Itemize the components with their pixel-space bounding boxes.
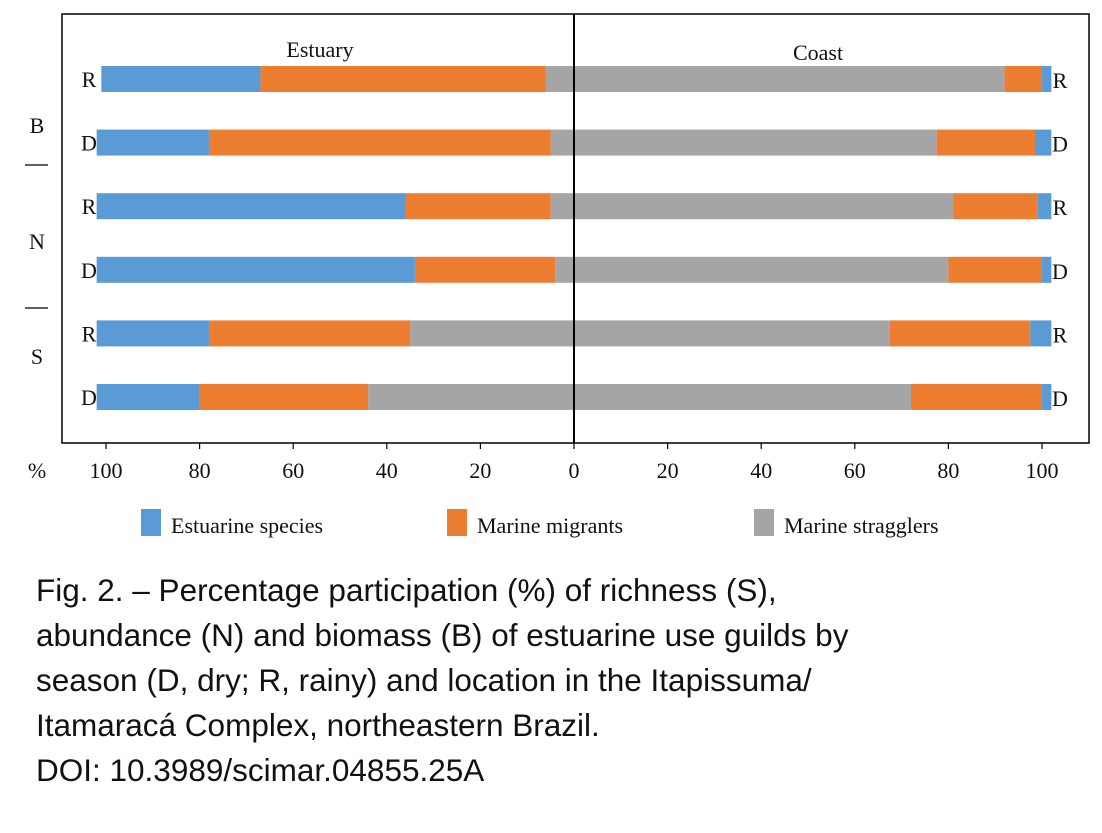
legend-label-estuarine-species: Estuarine species bbox=[171, 513, 323, 538]
bar-coast-n-d-marine-migrants bbox=[948, 256, 1042, 283]
x-tick-label-right-80: 80 bbox=[937, 458, 959, 483]
caption-line-1: Fig. 2. – Percentage participation (%) o… bbox=[36, 572, 777, 608]
season-label-right-2: R bbox=[1053, 195, 1068, 220]
caption-line-5: DOI: 10.3989/scimar.04855.25A bbox=[36, 752, 485, 788]
bar-coast-b-r-marine-stragglers bbox=[574, 66, 1005, 92]
bar-coast-b-d-estuarine-species bbox=[1034, 129, 1052, 156]
bar-estuary-n-d-marine-stragglers bbox=[555, 256, 574, 283]
bar-coast-n-d-estuarine-species bbox=[1042, 256, 1052, 283]
bar-estuary-n-r-marine-stragglers bbox=[550, 193, 574, 220]
season-label-left-4: R bbox=[82, 321, 97, 346]
bar-coast-n-r-marine-stragglers bbox=[574, 193, 954, 220]
x-tick-label-left-20: 20 bbox=[469, 458, 491, 483]
bar-estuary-b-d-estuarine-species bbox=[96, 129, 209, 156]
x-tick-label-left-80: 80 bbox=[189, 458, 211, 483]
x-tick-label-left-100: 100 bbox=[90, 458, 123, 483]
bar-estuary-s-r-marine-stragglers bbox=[410, 320, 574, 347]
bar-coast-s-d-marine-stragglers bbox=[574, 384, 911, 410]
season-label-right-3: D bbox=[1052, 259, 1068, 284]
x-tick-label-left-60: 60 bbox=[282, 458, 304, 483]
bar-coast-s-r-marine-stragglers bbox=[574, 320, 890, 347]
legend-label-marine-migrants: Marine migrants bbox=[477, 513, 623, 538]
caption-line-3: season (D, dry; R, rainy) and location i… bbox=[36, 662, 812, 698]
bar-coast-b-r-estuarine-species bbox=[1042, 66, 1052, 92]
bar-estuary-b-r-marine-stragglers bbox=[545, 66, 574, 92]
x-tick-label-right-40: 40 bbox=[750, 458, 772, 483]
bar-coast-n-r-estuarine-species bbox=[1037, 193, 1052, 220]
panel-title-coast: Coast bbox=[793, 40, 843, 65]
bar-estuary-s-r-estuarine-species bbox=[96, 320, 209, 347]
bar-coast-n-d-marine-stragglers bbox=[574, 256, 949, 283]
x-tick-label-right-60: 60 bbox=[844, 458, 866, 483]
bar-estuary-b-d-marine-migrants bbox=[208, 129, 551, 156]
bar-estuary-s-d-marine-migrants bbox=[199, 384, 369, 410]
bar-coast-n-r-marine-migrants bbox=[953, 193, 1038, 220]
bar-estuary-s-d-marine-stragglers bbox=[368, 384, 574, 410]
bar-coast-b-d-marine-migrants bbox=[936, 129, 1035, 156]
chart: R R D D R R D D R R D D Estuary Coast B N S 0 20 20 40 40 60 60… bbox=[25, 13, 1090, 538]
bar-estuary-s-r-marine-migrants bbox=[208, 320, 411, 347]
season-label-right-1: D bbox=[1052, 132, 1068, 157]
legend-swatch-marine-stragglers bbox=[754, 509, 774, 536]
bar-estuary-n-r-estuarine-species bbox=[96, 193, 406, 220]
caption-line-4: Itamaracá Complex, northeastern Brazil. bbox=[36, 707, 600, 743]
x-tick-label-right-20: 20 bbox=[657, 458, 679, 483]
bar-coast-b-d-marine-stragglers bbox=[574, 129, 937, 156]
legend-swatch-marine-migrants bbox=[447, 509, 467, 536]
bar-estuary-s-d-estuarine-species bbox=[96, 384, 200, 410]
bar-estuary-b-r-estuarine-species bbox=[101, 66, 261, 92]
x-tick-label-left-0: 0 bbox=[569, 458, 580, 483]
season-label-left-3: D bbox=[81, 258, 97, 283]
bar-estuary-b-r-marine-migrants bbox=[260, 66, 546, 92]
x-tick-label-right-100: 100 bbox=[1026, 458, 1059, 483]
season-label-right-0: R bbox=[1053, 68, 1068, 93]
legend-swatch-estuarine-species bbox=[141, 509, 161, 536]
season-label-left-1: D bbox=[81, 131, 97, 156]
bar-coast-s-r-marine-migrants bbox=[889, 320, 1031, 347]
bar-estuary-n-d-estuarine-species bbox=[96, 256, 415, 283]
panel-title-estuary: Estuary bbox=[286, 37, 353, 62]
season-label-left-5: D bbox=[81, 385, 97, 410]
x-axis-unit-label: % bbox=[28, 458, 46, 483]
group-label-b: B bbox=[30, 113, 45, 138]
x-tick-label-left-40: 40 bbox=[376, 458, 398, 483]
legend-label-marine-stragglers: Marine stragglers bbox=[784, 513, 939, 538]
bar-coast-s-r-estuarine-species bbox=[1030, 320, 1052, 347]
season-label-left-0: R bbox=[82, 67, 97, 92]
season-label-right-4: R bbox=[1053, 322, 1068, 347]
bar-estuary-n-d-marine-migrants bbox=[414, 256, 556, 283]
plot-frame bbox=[61, 13, 1090, 444]
bar-coast-s-d-estuarine-species bbox=[1042, 384, 1052, 410]
bar-estuary-n-r-marine-migrants bbox=[405, 193, 551, 220]
bar-estuary-b-d-marine-stragglers bbox=[550, 129, 574, 156]
season-label-left-2: R bbox=[82, 194, 97, 219]
bar-coast-b-r-marine-migrants bbox=[1004, 66, 1042, 92]
figure-caption: Fig. 2. – Percentage participation (%) o… bbox=[36, 568, 1086, 793]
caption-line-2: abundance (N) and biomass (B) of estuari… bbox=[36, 617, 849, 653]
season-label-right-5: D bbox=[1052, 386, 1068, 411]
bar-coast-s-d-marine-migrants bbox=[910, 384, 1042, 410]
group-label-n: N bbox=[29, 229, 45, 254]
group-label-s: S bbox=[31, 344, 43, 369]
